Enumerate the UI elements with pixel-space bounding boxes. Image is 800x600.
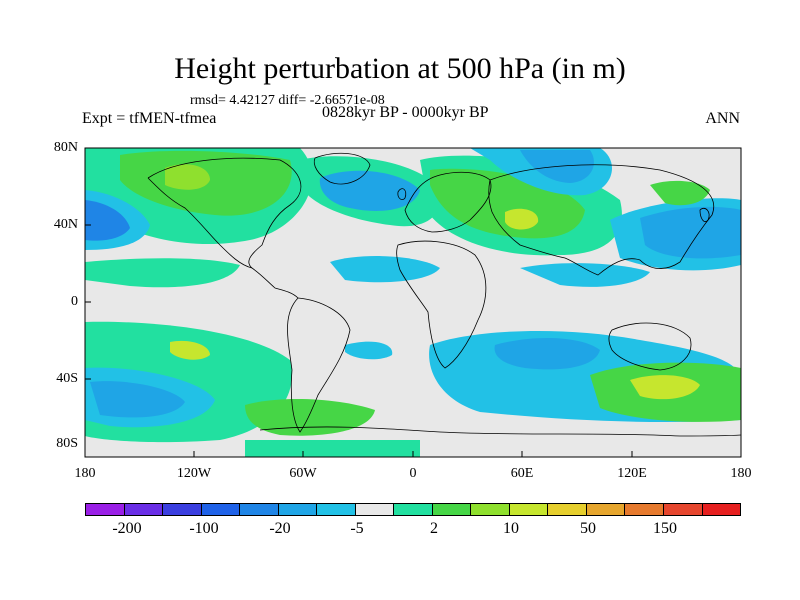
coast-australia bbox=[608, 322, 692, 371]
coast-japan bbox=[699, 207, 710, 223]
coast-north-america-west bbox=[147, 177, 253, 269]
coast-greenland bbox=[313, 152, 371, 185]
colorbar-label: -20 bbox=[269, 520, 291, 537]
x-tick-label: 60E bbox=[510, 466, 534, 481]
colorbar-swatch bbox=[394, 504, 433, 515]
contour-north-yg bbox=[165, 164, 210, 190]
period-label: 0828kyr BP - 0000kyr BP bbox=[322, 104, 489, 121]
season-label: ANN bbox=[705, 110, 740, 127]
contour-indian-blue bbox=[520, 263, 650, 287]
contour-satl-green bbox=[245, 398, 375, 436]
experiment-label: Expt = tfMEN-tfmea bbox=[82, 110, 217, 127]
colorbar-label: 2 bbox=[430, 520, 438, 537]
x-tick-label: 120E bbox=[617, 466, 647, 481]
coast-africa bbox=[396, 240, 487, 369]
colorbar-swatch bbox=[317, 504, 356, 515]
x-tick-label: 0 bbox=[409, 466, 417, 481]
y-tick-label: 0 bbox=[71, 294, 78, 309]
colorbar-swatch bbox=[432, 504, 472, 515]
coast-antarctica bbox=[259, 426, 741, 437]
y-tick-label: 40N bbox=[53, 217, 78, 232]
colorbar-swatch bbox=[124, 504, 164, 515]
contour-west-deep bbox=[85, 200, 130, 241]
colorbar-label: 150 bbox=[653, 520, 677, 537]
colorbar-label: 50 bbox=[580, 520, 596, 537]
stats-text: rmsd= 4.42127 diff= -2.66571e-08 bbox=[190, 93, 385, 108]
colorbar-swatch bbox=[240, 504, 279, 515]
colorbar-swatch bbox=[702, 504, 741, 515]
colorbar-swatch bbox=[586, 504, 626, 515]
colorbar-label: -200 bbox=[112, 520, 142, 537]
colorbar-label: -5 bbox=[350, 520, 364, 537]
colorbar-swatch bbox=[471, 504, 510, 515]
colorbar-swatch bbox=[86, 504, 125, 515]
coast-north-america bbox=[147, 157, 302, 299]
contour-nepac-green bbox=[650, 180, 710, 206]
contour-south-deep bbox=[90, 381, 185, 418]
colorbar bbox=[85, 503, 741, 516]
coast-uk bbox=[397, 188, 407, 200]
y-tick-label: 80S bbox=[56, 436, 78, 451]
colorbar-swatch bbox=[355, 504, 395, 515]
y-tick-label: 80N bbox=[53, 140, 78, 155]
contour-sw-teal bbox=[245, 440, 420, 457]
contour-pacific-lower-teal bbox=[85, 258, 240, 288]
colorbar-swatch bbox=[201, 504, 241, 515]
coast-asia bbox=[488, 164, 714, 276]
colorbar-swatch bbox=[163, 504, 202, 515]
y-tick-label: 40S bbox=[56, 371, 78, 386]
contour-field bbox=[85, 148, 741, 457]
contour-soce-deep bbox=[494, 338, 600, 370]
colorbar-label: -100 bbox=[189, 520, 219, 537]
x-tick-label: 180 bbox=[74, 466, 96, 481]
colorbar-swatch bbox=[663, 504, 703, 515]
contour-south-yg bbox=[170, 340, 210, 360]
x-tick-label: 60W bbox=[289, 466, 317, 481]
contour-southpac-yg bbox=[630, 375, 700, 400]
tick-marks bbox=[84, 147, 742, 458]
colorbar-label: 10 bbox=[503, 520, 519, 537]
contour-pacific-deep bbox=[640, 206, 741, 259]
coast-south-america bbox=[287, 297, 351, 433]
map-title: Height perturbation at 500 hPa (in m) bbox=[174, 52, 626, 85]
x-tick-label: 120W bbox=[176, 466, 212, 481]
contour-eurasia-yg bbox=[505, 208, 539, 230]
coast-europe bbox=[404, 171, 492, 233]
colorbar-swatch bbox=[548, 504, 587, 515]
colorbar-swatch bbox=[509, 504, 549, 515]
contour-patag-blue bbox=[345, 341, 393, 360]
contour-eq-blue bbox=[330, 256, 440, 283]
colorbar-swatch bbox=[625, 504, 664, 515]
coastlines bbox=[147, 152, 741, 437]
x-tick-label: 180 bbox=[730, 466, 752, 481]
contour-natl-blue bbox=[319, 170, 420, 211]
colorbar-swatch bbox=[278, 504, 318, 515]
